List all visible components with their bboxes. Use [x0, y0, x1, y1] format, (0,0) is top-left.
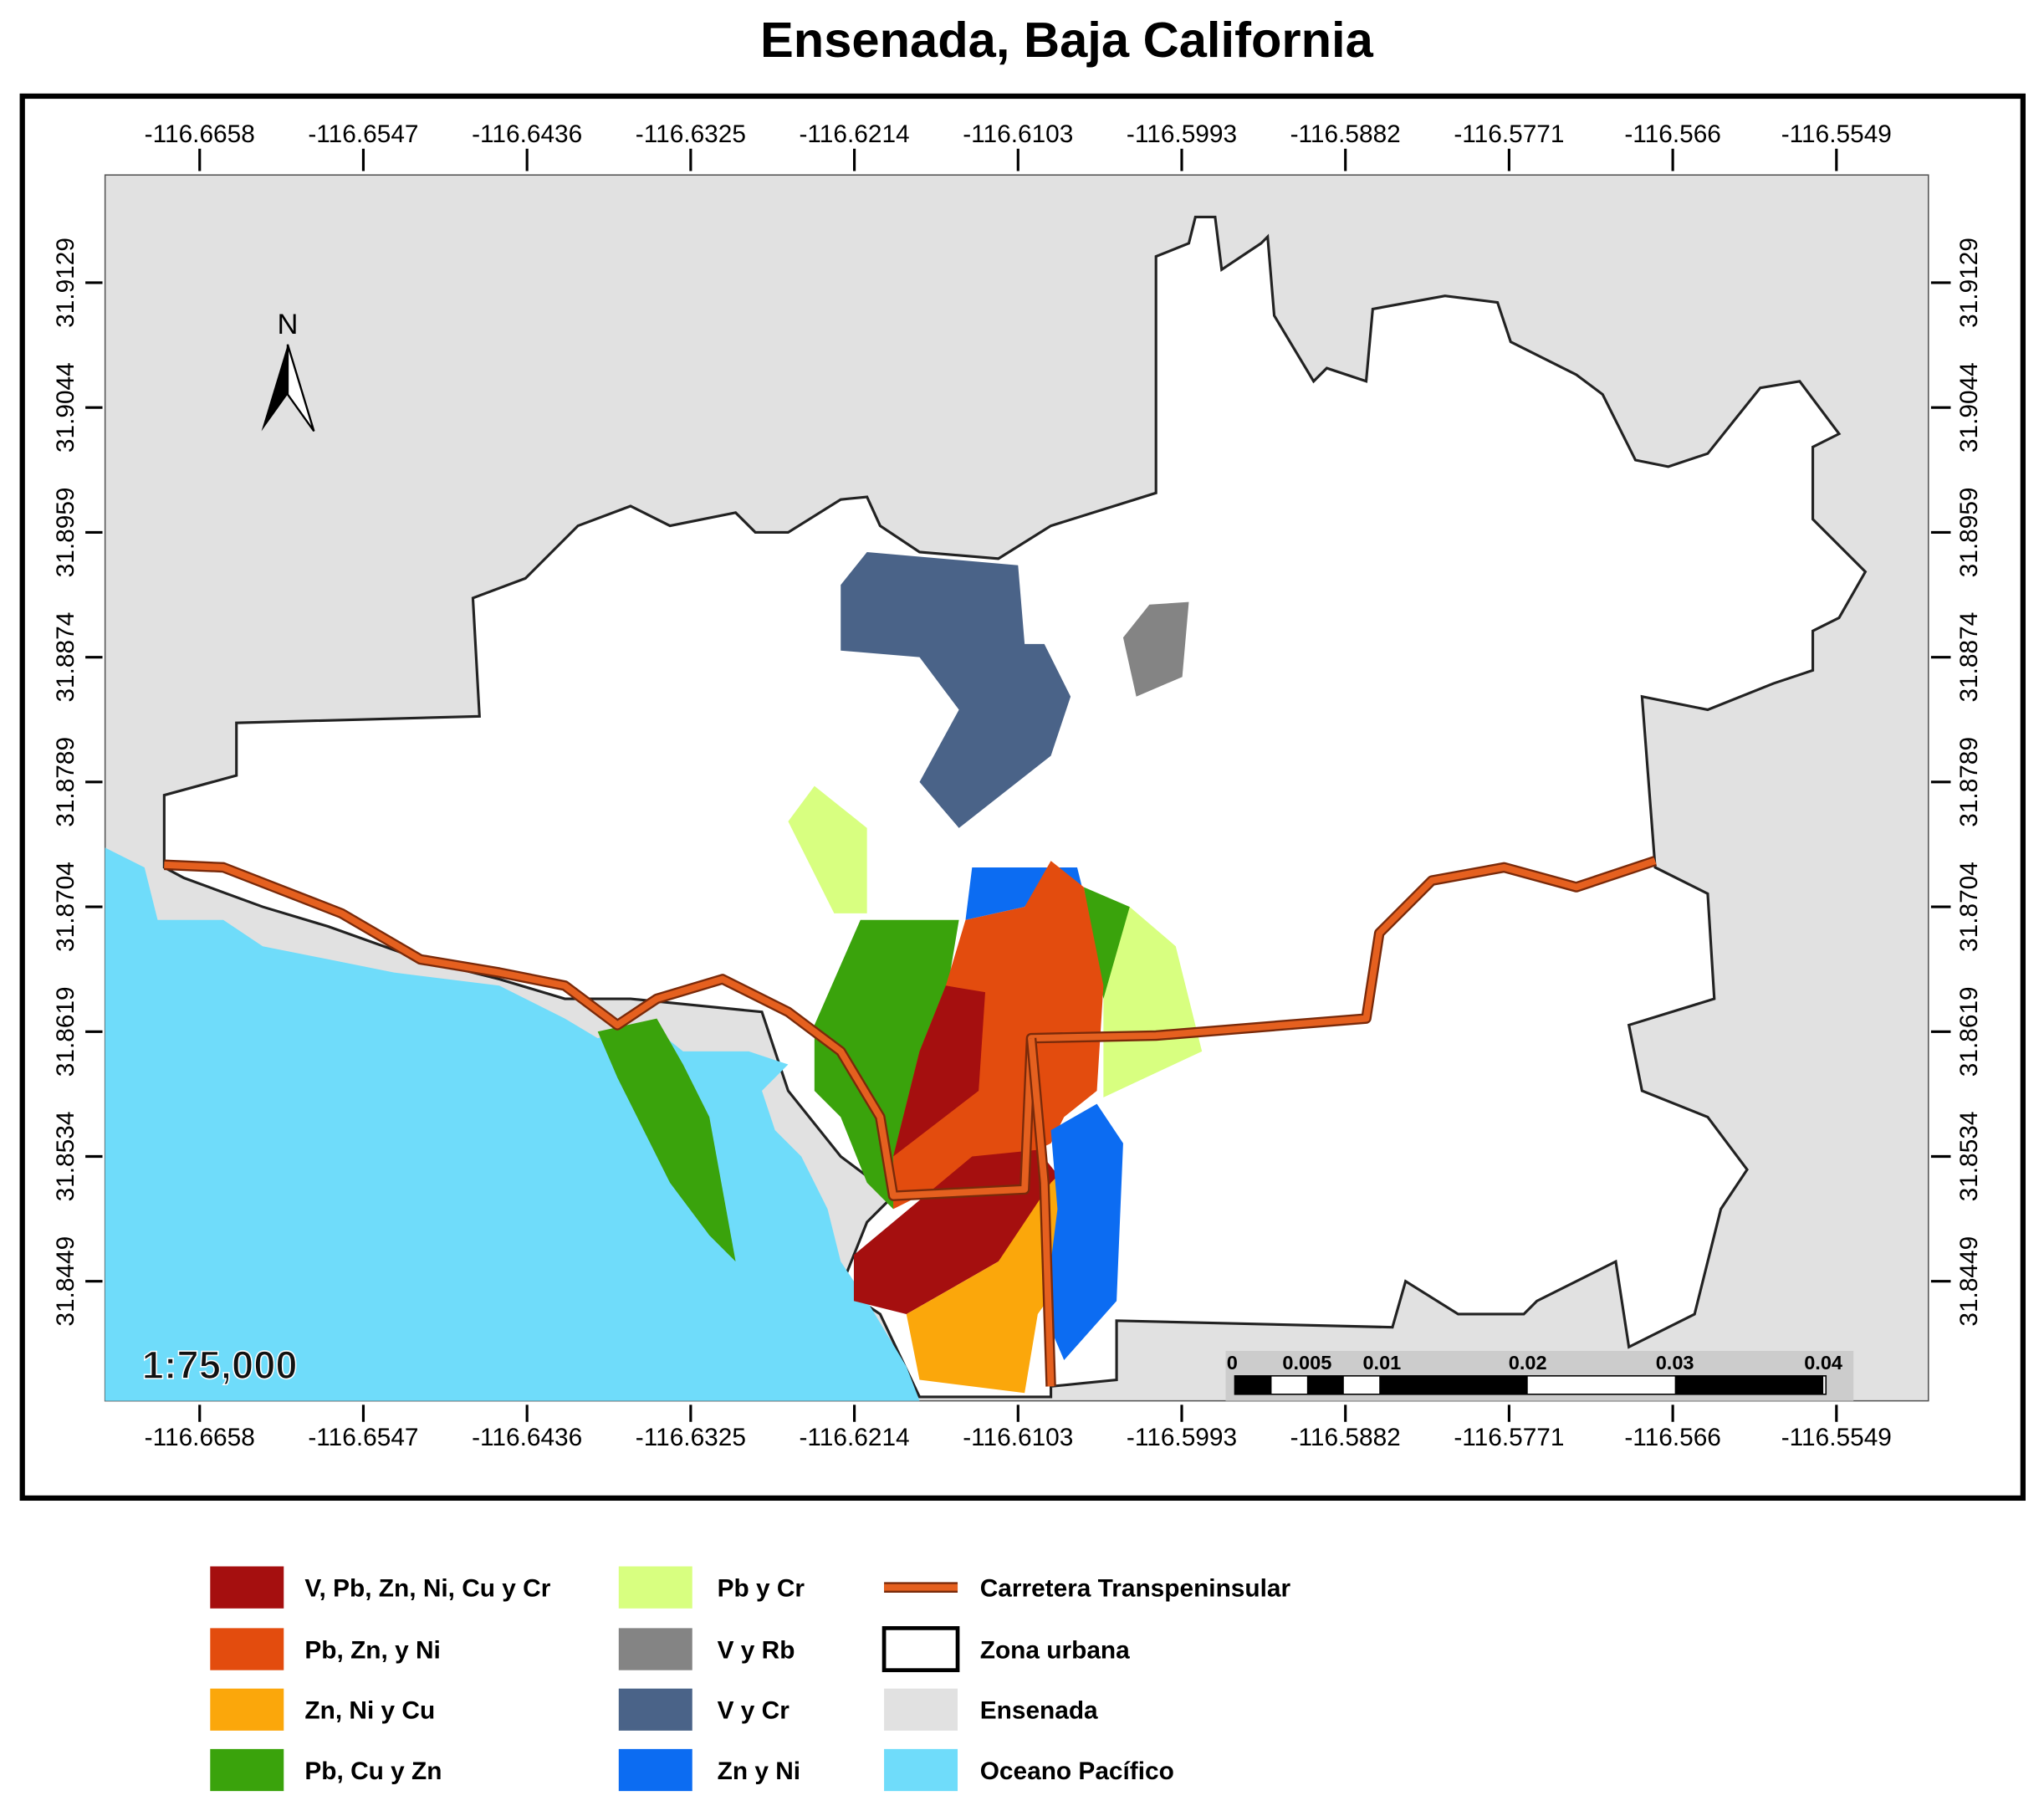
x-tick-label: -116.6214 — [800, 1424, 910, 1451]
scale-bar: 0 0.005 0.01 0.02 0.03 0.04 — [1227, 1352, 1842, 1395]
legend-label: Pb y Cr — [718, 1575, 805, 1603]
legend-swatch — [881, 1626, 960, 1672]
zone-pb-cr — [788, 785, 867, 913]
legend-swatch — [884, 1688, 958, 1731]
y-tick-label: 31.8449 — [52, 1236, 79, 1327]
y-tick-label: 31.8789 — [1955, 737, 1983, 827]
y-tick-label: 31.8619 — [1955, 986, 1983, 1077]
y-tick-label: 31.8704 — [52, 862, 79, 952]
zone-v-pb-zn-ni-cu-cr — [893, 985, 986, 1157]
y-tick-label: 31.9044 — [52, 362, 79, 453]
urban-zone — [162, 215, 1868, 1399]
zone-zn-ni — [965, 867, 1084, 920]
x-tick-label: -116.6103 — [963, 120, 1073, 148]
scale-bar-label: 0.01 — [1362, 1352, 1401, 1374]
legend: V, Pb, Zn, Ni, Cu y Cr Pb, Zn, y Ni Zn, Ni… — [210, 1566, 1291, 1792]
y-tick-label: 31.8619 — [52, 986, 79, 1077]
legend-swatch — [618, 1748, 692, 1792]
y-tick-label: 31.8874 — [52, 612, 79, 703]
zone-pb-cu-zn — [814, 919, 959, 1210]
x-tick-label: -116.5771 — [1454, 1424, 1564, 1451]
y-tick-label: 31.9044 — [1955, 362, 1983, 453]
legend-label: Carretera Transpeninsular — [980, 1575, 1291, 1603]
zone-zn-ni — [1044, 1103, 1123, 1360]
x-tick-label: -116.566 — [1624, 120, 1721, 148]
scale-bar-label: 0 — [1227, 1352, 1238, 1374]
zone-zn-ni-cu — [906, 1156, 1084, 1394]
x-tick-label: -116.5771 — [1454, 120, 1564, 148]
x-tick-label: -116.6436 — [472, 120, 582, 148]
y-tick-label: 31.8959 — [1955, 488, 1983, 578]
x-tick-label: -116.6325 — [636, 1424, 746, 1451]
y-tick-label: 31.8449 — [1955, 1236, 1983, 1327]
legend-label: Pb, Cu y Zn — [304, 1757, 442, 1785]
legend-swatch — [210, 1748, 284, 1792]
scale-ratio: 1:75,000 — [142, 1343, 298, 1387]
x-tick-label: -116.6214 — [800, 120, 910, 148]
zone-v-cr — [841, 551, 1071, 828]
legend-swatch — [618, 1628, 692, 1670]
x-tick-label: -116.6547 — [308, 1424, 418, 1451]
zone-pb-cr — [1103, 907, 1203, 1097]
legend-label: Zona urbana — [980, 1637, 1130, 1665]
x-tick-label: -116.6103 — [963, 1424, 1073, 1451]
legend-label: Pb, Zn, y Ni — [304, 1637, 440, 1665]
y-tick-label: 31.9129 — [52, 238, 79, 328]
zone-pb-cu-zn — [597, 1018, 736, 1262]
legend-swatch — [210, 1688, 284, 1731]
legend-swatch — [884, 1748, 958, 1792]
legend-label: Ensenada — [980, 1697, 1098, 1725]
frame — [19, 93, 2026, 1502]
ticks: -116.6658 -116.6658 -116.6547 -116.6547 -116… — [52, 120, 1983, 1451]
x-tick-label: -116.5882 — [1290, 120, 1401, 148]
highway — [164, 856, 1658, 1387]
x-tick-label: -116.5549 — [1781, 1424, 1892, 1451]
legend-label: V y Cr — [718, 1697, 790, 1725]
x-tick-label: -116.5549 — [1781, 120, 1892, 148]
x-tick-label: -116.566 — [1624, 1424, 1721, 1451]
legend-label: V y Rb — [718, 1637, 795, 1665]
ocean — [105, 847, 920, 1401]
legend-swatch — [618, 1566, 692, 1609]
zone-pb-cu-zn — [1083, 887, 1130, 1000]
scale-bar-label: 0.03 — [1656, 1352, 1694, 1374]
zone-v-rb — [1122, 601, 1189, 697]
y-tick-label: 31.8704 — [1955, 862, 1983, 952]
x-tick-label: -116.6658 — [145, 1424, 255, 1451]
scale-bar-label: 0.02 — [1509, 1352, 1547, 1374]
x-tick-label: -116.6547 — [308, 120, 418, 148]
y-tick-label: 31.9129 — [1955, 238, 1983, 328]
x-tick-label: -116.5993 — [1127, 120, 1237, 148]
legend-label: Zn y Ni — [718, 1757, 800, 1785]
legend-label: Zn, Ni y Cu — [304, 1697, 435, 1725]
y-tick-label: 31.8534 — [52, 1112, 79, 1202]
legend-swatch — [210, 1628, 284, 1670]
map-title: Ensenada, Baja California — [760, 12, 1374, 68]
legend-label: V, Pb, Zn, Ni, Cu y Cr — [304, 1575, 550, 1603]
x-tick-label: -116.5993 — [1127, 1424, 1237, 1451]
x-tick-label: -116.6436 — [472, 1424, 582, 1451]
y-tick-label: 31.8789 — [52, 737, 79, 827]
zone-pb-zn-ni — [893, 861, 1104, 1210]
legend-label: Oceano Pacífico — [980, 1757, 1174, 1785]
scale-bar-label: 0.005 — [1282, 1352, 1331, 1374]
legend-swatch — [210, 1566, 284, 1609]
y-tick-label: 31.8534 — [1955, 1112, 1983, 1202]
y-tick-label: 31.8959 — [52, 488, 79, 578]
y-tick-label: 31.8874 — [1955, 612, 1983, 703]
scale-bar-label: 0.04 — [1804, 1352, 1842, 1374]
x-tick-label: -116.5882 — [1290, 1424, 1401, 1451]
x-tick-label: -116.6658 — [145, 120, 255, 148]
legend-swatch — [618, 1688, 692, 1731]
north-label: N — [278, 309, 299, 340]
x-tick-label: -116.6325 — [636, 120, 746, 148]
